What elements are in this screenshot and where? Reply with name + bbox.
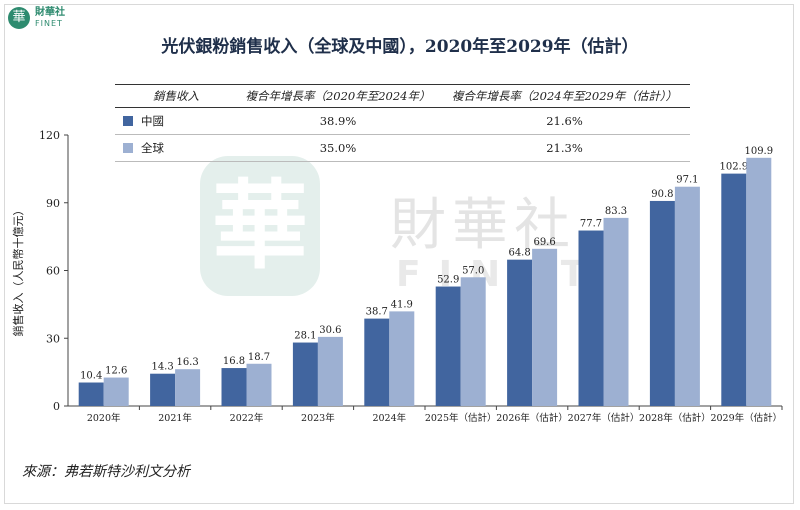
logo-en: FINET (35, 19, 63, 28)
legend-row-global: 全球 35.0% 21.3% (115, 134, 690, 162)
bar-china (78, 382, 104, 406)
bar-global (103, 377, 129, 406)
chart-title: 光伏銀粉銷售收入（全球及中國），2020年至2029年（估計） (161, 37, 639, 57)
data-label: 41.9 (391, 299, 413, 310)
legend-name-cell: 中國 (115, 107, 237, 135)
y-tick-label: 60 (46, 265, 60, 278)
y-axis-title: 銷售收入（人民幣十億元） (11, 205, 25, 337)
legend-cagr2-china: 21.6% (439, 107, 690, 135)
legend-row-china: 中國 38.9% 21.6% (115, 107, 690, 135)
y-tick-label: 0 (53, 400, 60, 413)
legend-table: 銷售收入 複合年增長率（2020年至2024年） 複合年增長率（2024年至20… (115, 84, 690, 162)
bar-china (578, 230, 604, 406)
data-label: 102.9 (719, 162, 748, 173)
data-label: 16.8 (223, 356, 245, 367)
y-tick-label: 120 (39, 129, 60, 142)
legend-name-cell: 全球 (115, 134, 237, 162)
x-tick-label: 2026年（估計） (496, 412, 568, 424)
legend-cagr1-global: 35.0% (237, 134, 439, 162)
legend-name-global: 全球 (141, 141, 164, 155)
source-note: 來源：弗若斯特沙利文分析 (22, 464, 190, 480)
bar-china (150, 373, 176, 406)
data-label: 14.3 (151, 362, 173, 373)
bar-china (649, 200, 675, 406)
legend-header-name: 銷售收入 (115, 84, 237, 108)
data-label: 90.8 (651, 189, 673, 200)
data-label: 83.3 (605, 206, 627, 217)
bar-global (674, 186, 700, 406)
y-tick-label: 30 (46, 332, 60, 345)
legend-header-cagr2: 複合年增長率（2024年至2029年（估計）） (439, 84, 690, 108)
logo-cn: 財華社 (35, 7, 65, 18)
data-label: 16.3 (176, 357, 198, 368)
bar-global (460, 277, 486, 406)
x-tick-label: 2020年 (87, 412, 121, 424)
bar-china (721, 173, 747, 406)
data-label: 97.1 (676, 175, 698, 186)
bar-china (435, 286, 461, 406)
data-label: 64.8 (508, 248, 530, 259)
bar-global (603, 217, 629, 406)
finet-logo: 華 財華社 FINET (8, 6, 65, 30)
bar-global (746, 157, 772, 406)
data-label: 18.7 (248, 352, 270, 363)
legend-cagr2-global: 21.3% (439, 134, 690, 162)
legend-swatch-global (123, 143, 133, 153)
x-tick-label: 2024年 (372, 412, 406, 424)
logo-mark: 華 (8, 7, 30, 29)
bar-china (364, 318, 390, 406)
legend-swatch-china (123, 116, 133, 126)
bar-china (292, 342, 318, 406)
data-label: 69.6 (533, 237, 555, 248)
x-tick-label: 2021年 (158, 412, 192, 424)
data-label: 38.7 (366, 307, 388, 318)
chart-frame (4, 4, 794, 504)
data-label: 30.6 (319, 325, 341, 336)
bar-global (532, 248, 558, 406)
data-label: 10.4 (80, 371, 102, 382)
y-tick-label: 90 (46, 197, 60, 210)
data-label: 109.9 (744, 146, 773, 157)
bar-global (246, 363, 272, 406)
bar-global (389, 311, 415, 406)
bar-global (317, 336, 343, 406)
data-label: 12.6 (105, 366, 127, 377)
x-tick-label: 2023年 (301, 412, 335, 424)
legend-header-cagr1: 複合年增長率（2020年至2024年） (237, 84, 439, 108)
bar-china (507, 259, 533, 406)
data-label: 77.7 (580, 219, 602, 230)
bar-global (175, 369, 201, 406)
bar-china (221, 368, 247, 406)
x-tick-label: 2029年（估計） (710, 412, 782, 424)
x-tick-label: 2028年（估計） (639, 412, 711, 424)
x-tick-label: 2027年（估計） (568, 412, 640, 424)
data-label: 52.9 (437, 275, 459, 286)
data-label: 28.1 (294, 331, 316, 342)
x-tick-label: 2022年 (230, 412, 264, 424)
legend-name-china: 中國 (141, 114, 164, 128)
x-tick-label: 2025年（估計） (425, 412, 497, 424)
data-label: 57.0 (462, 265, 484, 276)
legend-cagr1-china: 38.9% (237, 107, 439, 135)
legend-header-row: 銷售收入 複合年增長率（2020年至2024年） 複合年增長率（2024年至20… (115, 84, 690, 108)
